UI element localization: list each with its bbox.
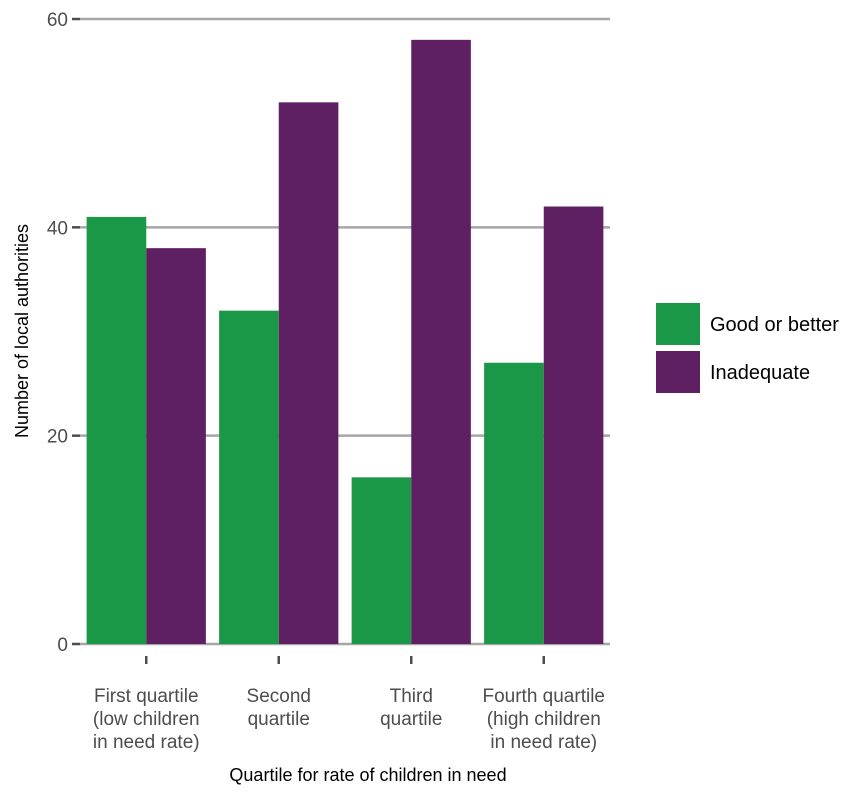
legend-swatch [656, 303, 700, 345]
legend: Good or better Inadequate [656, 303, 839, 393]
bars [86, 39, 604, 645]
x-tick-label: Fourth quartile (high children in need rat… [482, 686, 605, 753]
y-tick-label: 0 [57, 635, 68, 656]
bar-inadequate [278, 102, 339, 645]
bar-inadequate [411, 39, 471, 645]
bar-inadequate [543, 206, 604, 644]
bar-good-or-better [351, 477, 412, 644]
y-axis-title: Number of local authorities [12, 224, 32, 438]
legend-swatch [656, 351, 700, 393]
y-axis: 0 20 40 60 [47, 10, 80, 656]
y-tick-label: 20 [47, 427, 68, 448]
bar-inadequate [146, 248, 206, 644]
legend-label: Good or better [710, 314, 839, 336]
y-tick-label: 60 [47, 10, 68, 31]
legend-label: Inadequate [710, 362, 810, 384]
y-tick-label: 40 [47, 218, 68, 239]
x-tick-label: Second quartile [247, 686, 311, 730]
x-tick-label: First quartile (low children in need rate) [93, 686, 200, 753]
bar-good-or-better [86, 216, 147, 644]
bar-good-or-better [219, 310, 279, 644]
bar-good-or-better [484, 362, 544, 644]
x-axis: First quartile (low children in need rate)… [93, 656, 605, 753]
x-axis-title: Quartile for rate of children in need [229, 765, 506, 785]
x-tick-label: Third quartile [380, 686, 442, 730]
